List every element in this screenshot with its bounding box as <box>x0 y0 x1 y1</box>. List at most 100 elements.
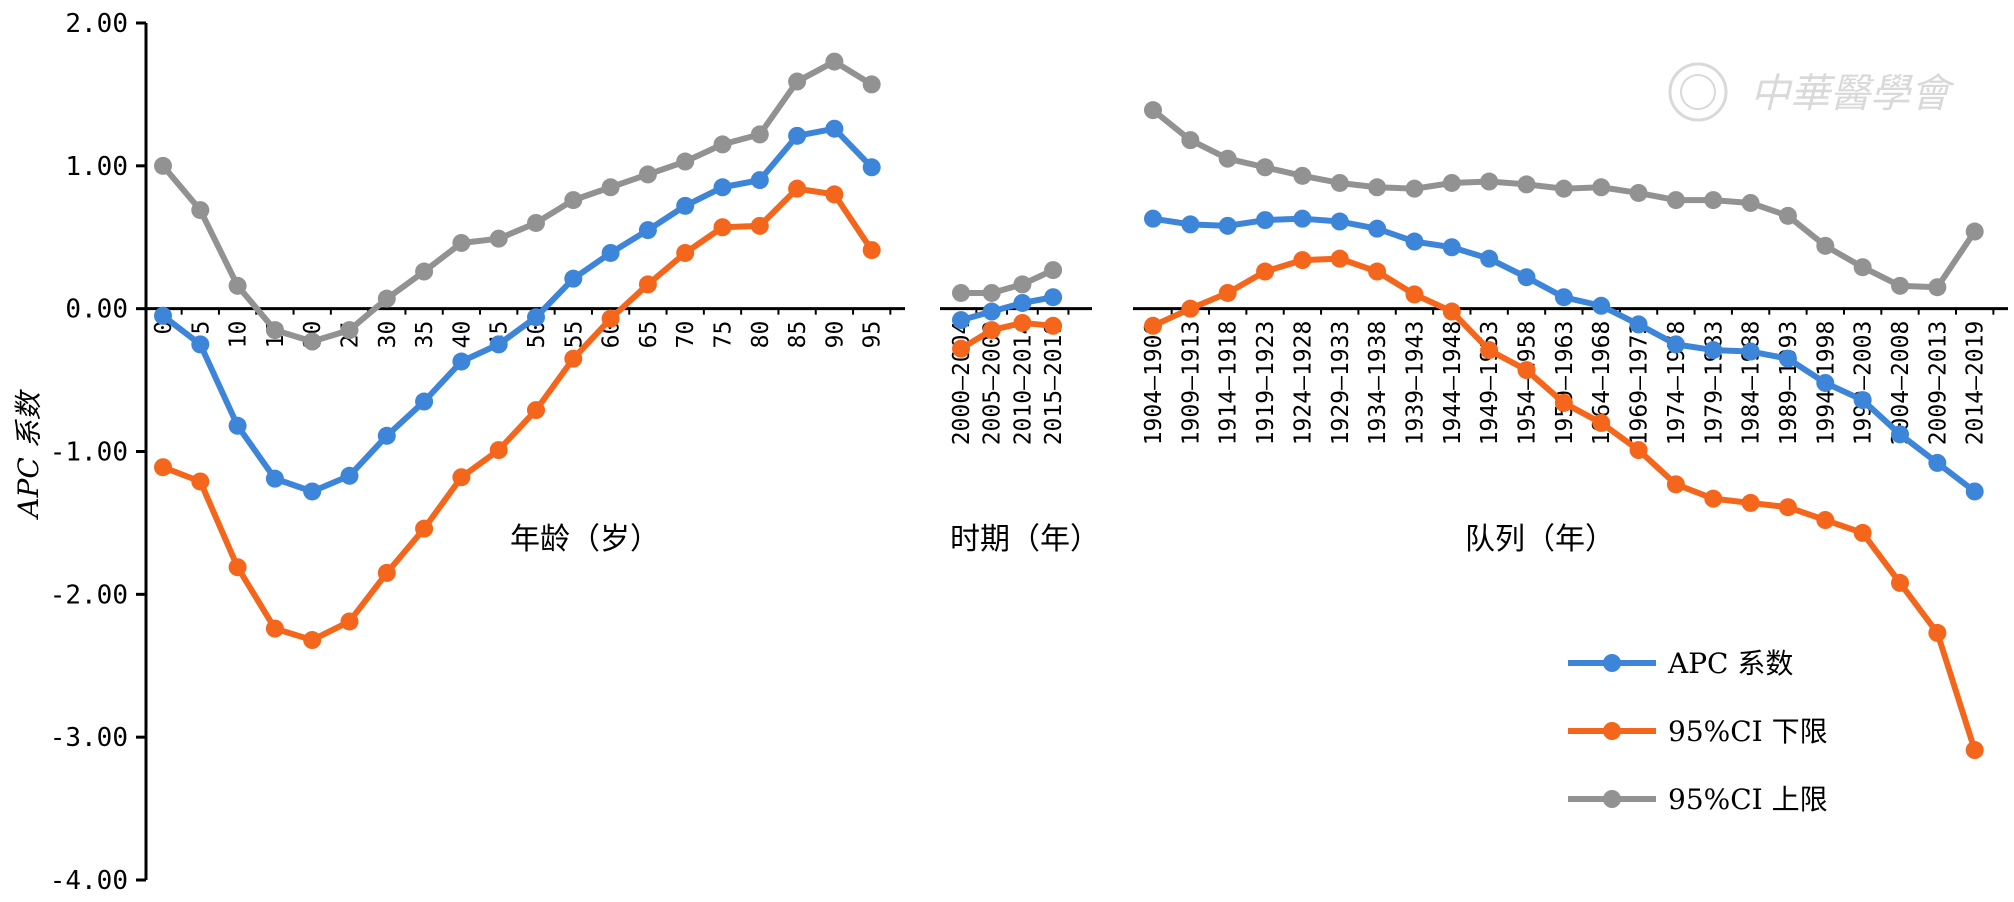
data-point <box>676 243 695 262</box>
data-point <box>1965 222 1984 241</box>
data-point <box>340 612 359 631</box>
x-tick-label: 95 <box>860 321 886 349</box>
data-point <box>1517 268 1536 287</box>
watermark-seal-inner-icon <box>1680 74 1716 110</box>
data-point <box>1044 261 1063 280</box>
data-point <box>415 392 434 411</box>
x-tick-label: 1944—1948 <box>1440 321 1466 446</box>
x-tick-label: 2015—2019 <box>1041 321 1067 446</box>
data-point <box>228 558 247 577</box>
data-point <box>1181 299 1200 318</box>
data-point <box>154 156 172 175</box>
data-point <box>825 185 844 204</box>
x-tick-label: 85 <box>785 321 811 349</box>
data-point <box>1517 361 1536 380</box>
data-point <box>1778 498 1797 517</box>
data-point <box>1778 349 1797 368</box>
legend-label: 95%CI 下限 <box>1668 715 1828 748</box>
y-tick-label: -2.00 <box>50 580 128 610</box>
data-point <box>377 426 396 445</box>
x-tick-label: 5 <box>188 321 214 335</box>
data-point <box>1629 441 1648 460</box>
y-tick-label: 1.00 <box>65 152 128 182</box>
data-point <box>1629 315 1648 334</box>
data-point <box>1293 251 1312 270</box>
data-point <box>1853 258 1872 277</box>
x-tick-label: 75 <box>711 321 737 349</box>
group-labels: 年龄（岁） 时期（年） 队列（年） <box>510 522 1615 557</box>
data-point <box>1013 293 1032 312</box>
data-point <box>862 158 881 177</box>
data-point <box>1816 373 1835 392</box>
data-point <box>1666 191 1685 210</box>
series-line <box>161 185 875 644</box>
series-line <box>1151 107 1978 291</box>
data-point <box>1891 276 1909 295</box>
data-point <box>1592 178 1611 197</box>
data-point <box>1256 211 1275 230</box>
data-point <box>1891 425 1909 444</box>
data-point <box>1517 175 1536 194</box>
data-point <box>1816 236 1835 255</box>
data-point <box>601 309 620 328</box>
data-point <box>1741 342 1760 361</box>
x-tick-label: 1934—1938 <box>1365 321 1391 446</box>
x-tick-label: 1959—1963 <box>1552 321 1578 446</box>
data-point <box>1293 209 1312 228</box>
x-tick-label: 1914—1918 <box>1216 321 1242 446</box>
data-point <box>982 283 1001 302</box>
series-line <box>959 319 1054 352</box>
data-point <box>676 152 695 171</box>
data-point <box>1293 166 1312 185</box>
y-tick-label: 0.00 <box>65 295 128 325</box>
data-point <box>1405 285 1424 304</box>
y-tick-label: 2.00 <box>65 9 128 39</box>
x-tick-label: 1929—1933 <box>1328 321 1354 446</box>
data-point <box>1144 209 1162 228</box>
series-layer <box>154 52 1984 760</box>
data-point <box>862 241 881 260</box>
y-axis-label: APC 系数 <box>12 388 45 520</box>
data-point <box>452 468 471 487</box>
x-tick-label: 65 <box>636 321 662 349</box>
legend-label: 95%CI 上限 <box>1668 783 1828 816</box>
data-point <box>1044 288 1063 307</box>
x-tick-label: 1924—1928 <box>1290 321 1316 446</box>
x-tick-label: 80 <box>748 321 774 349</box>
x-tick-label: 2009—2013 <box>1925 321 1951 446</box>
data-point <box>452 352 471 371</box>
data-point <box>825 119 844 138</box>
x-tick-label: 1979—1983 <box>1701 321 1727 446</box>
series-line <box>160 58 874 345</box>
data-point <box>1013 275 1032 294</box>
data-point <box>1256 158 1275 177</box>
data-point <box>228 276 247 295</box>
data-point <box>1816 511 1835 530</box>
data-point <box>377 563 396 582</box>
data-point <box>154 458 172 477</box>
legend-label: APC 系数 <box>1667 647 1793 680</box>
data-point <box>952 283 970 302</box>
data-point <box>676 196 695 215</box>
data-point <box>1405 232 1424 251</box>
data-point <box>1330 249 1349 268</box>
group-label: 年龄（岁） <box>510 522 660 557</box>
data-point <box>1592 296 1611 315</box>
data-point <box>1181 215 1200 234</box>
x-tick-label: 1904—1908 <box>1141 321 1167 446</box>
data-point <box>1666 475 1685 494</box>
data-point <box>564 349 583 368</box>
x-tick-label: 1989—1993 <box>1776 321 1802 446</box>
x-tick-label: 1919—1923 <box>1253 321 1279 446</box>
x-tick-label: 40 <box>449 321 475 349</box>
data-point <box>191 335 210 354</box>
data-point <box>415 519 434 538</box>
x-tick-label: 10 <box>226 321 252 349</box>
x-tick-label: 90 <box>822 321 848 349</box>
data-point <box>1480 172 1499 191</box>
data-point <box>1480 341 1499 360</box>
data-point <box>452 233 471 252</box>
data-point <box>1218 283 1237 302</box>
x-tick-label: 70 <box>673 321 699 349</box>
data-point <box>1666 335 1685 354</box>
